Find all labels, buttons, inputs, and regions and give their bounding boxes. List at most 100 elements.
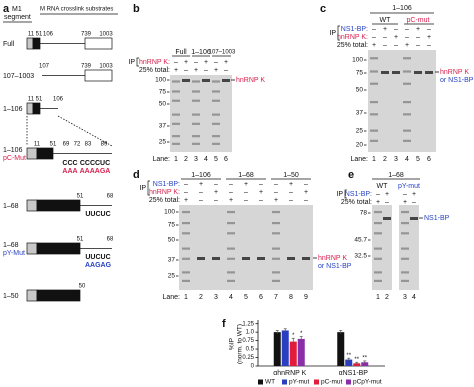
band-label: or NS1-BP xyxy=(318,263,352,270)
gel-band xyxy=(192,122,200,125)
lane-number: 2 xyxy=(199,294,203,301)
ip-label: IP xyxy=(336,191,343,198)
bar xyxy=(281,330,289,366)
condition-sign: – xyxy=(372,34,376,41)
gel-band xyxy=(272,257,280,260)
nt-position: 51 xyxy=(36,32,43,38)
gel-band xyxy=(383,217,391,220)
size-marker: 100 xyxy=(155,77,166,84)
lane-title: Lane: xyxy=(350,156,368,163)
condition-sign: + xyxy=(289,181,293,188)
condition-sign: – xyxy=(229,181,233,188)
nt-position: 68 xyxy=(107,194,114,200)
condition-sign: – xyxy=(405,34,409,41)
lane-number: 9 xyxy=(304,294,308,301)
nt-position: 1003 xyxy=(99,32,113,38)
condition-sign: + xyxy=(194,67,198,74)
condition-sign: – xyxy=(199,189,203,196)
bar xyxy=(345,359,353,366)
condition-sign: – xyxy=(194,59,198,66)
panel-label: e xyxy=(348,169,354,181)
x-category-label: αNS1-BP xyxy=(339,370,369,377)
condition-sign: – xyxy=(416,42,420,49)
region-box xyxy=(36,242,81,255)
band-label: hnRNP K xyxy=(236,77,265,84)
construct-name: 1–68 xyxy=(3,203,19,210)
gel-band xyxy=(381,71,389,74)
segment-box xyxy=(84,37,113,50)
size-marker: 100 xyxy=(352,57,363,64)
condition-sign: – xyxy=(394,42,398,49)
condition-sign: – xyxy=(289,189,293,196)
row-header: segment xyxy=(4,14,31,21)
gel-band xyxy=(403,101,411,104)
bracket xyxy=(344,189,347,199)
gel-band xyxy=(370,101,378,104)
nt-position: 69 xyxy=(63,142,70,148)
gel-band xyxy=(374,257,382,260)
size-marker: 50 xyxy=(159,101,167,108)
bar xyxy=(297,338,305,366)
size-marker: 100 xyxy=(164,209,175,216)
y-tick-label: 0.25 xyxy=(242,355,254,361)
region-box xyxy=(36,147,54,160)
wt-sequence: UUCUC xyxy=(85,211,110,218)
gel-band xyxy=(302,257,310,260)
condition-sign: – xyxy=(214,197,218,204)
gel-band xyxy=(182,257,190,260)
condition-sign: + xyxy=(274,197,278,204)
y-axis-label: (norm. to WT) xyxy=(237,324,244,364)
gel-band xyxy=(182,271,190,274)
lane-number: 1 xyxy=(184,294,188,301)
lane-group-header: 1–106 xyxy=(191,49,211,56)
region-box xyxy=(26,199,38,212)
gel-band xyxy=(172,142,180,145)
condition-sign: – xyxy=(383,34,387,41)
region-box xyxy=(26,37,34,50)
gel-band xyxy=(212,257,220,260)
lane-title: Lane: xyxy=(152,156,170,163)
gel-band xyxy=(182,222,190,225)
lane-number: 4 xyxy=(412,294,416,301)
lane-group-header: pY-mut xyxy=(398,183,420,190)
gel-band xyxy=(212,80,220,83)
condition-sign: – xyxy=(214,59,218,66)
condition-sign: + xyxy=(383,26,387,33)
condition-label: NS1-BP: xyxy=(341,26,368,33)
condition-sign: – xyxy=(427,42,431,49)
condition-sign: + xyxy=(244,181,248,188)
condition-sign: – xyxy=(304,181,308,188)
gel-band xyxy=(370,129,378,132)
lane-group-header: WT xyxy=(380,17,392,24)
gel-band xyxy=(182,279,190,282)
lane-number: 2 xyxy=(184,156,188,163)
condition-sign: – xyxy=(259,197,263,204)
gel-band xyxy=(197,257,205,260)
gel-band xyxy=(192,113,200,116)
gel-band xyxy=(374,210,382,214)
condition-sign: + xyxy=(199,181,203,188)
gel-band xyxy=(425,71,433,74)
condition-sign: – xyxy=(403,191,407,198)
legend-label: WT xyxy=(265,379,275,386)
row-header: M1 xyxy=(12,6,22,13)
y-tick-label: 1.0 xyxy=(246,330,255,336)
condition-sign: + xyxy=(204,59,208,66)
condition-sign: – xyxy=(259,181,263,188)
region-box xyxy=(26,242,38,255)
condition-sign: – xyxy=(274,181,278,188)
legend-label: pC-mut xyxy=(321,379,343,386)
nt-position: 11 xyxy=(28,97,35,103)
condition-sign: – xyxy=(274,189,278,196)
y-tick-label: 1.25 xyxy=(242,321,254,327)
ip-label: IP xyxy=(128,59,135,66)
nt-position: 739 xyxy=(81,64,92,70)
gel-band xyxy=(182,232,190,235)
gel-band xyxy=(370,57,378,60)
gel-band xyxy=(403,129,411,132)
nt-position: 106 xyxy=(53,97,64,103)
lane-title: Lane: xyxy=(162,294,180,301)
lane-number: 1 xyxy=(376,294,380,301)
size-marker: 45.7 xyxy=(354,237,367,244)
lane-group-header: 107–1003 xyxy=(209,50,236,56)
